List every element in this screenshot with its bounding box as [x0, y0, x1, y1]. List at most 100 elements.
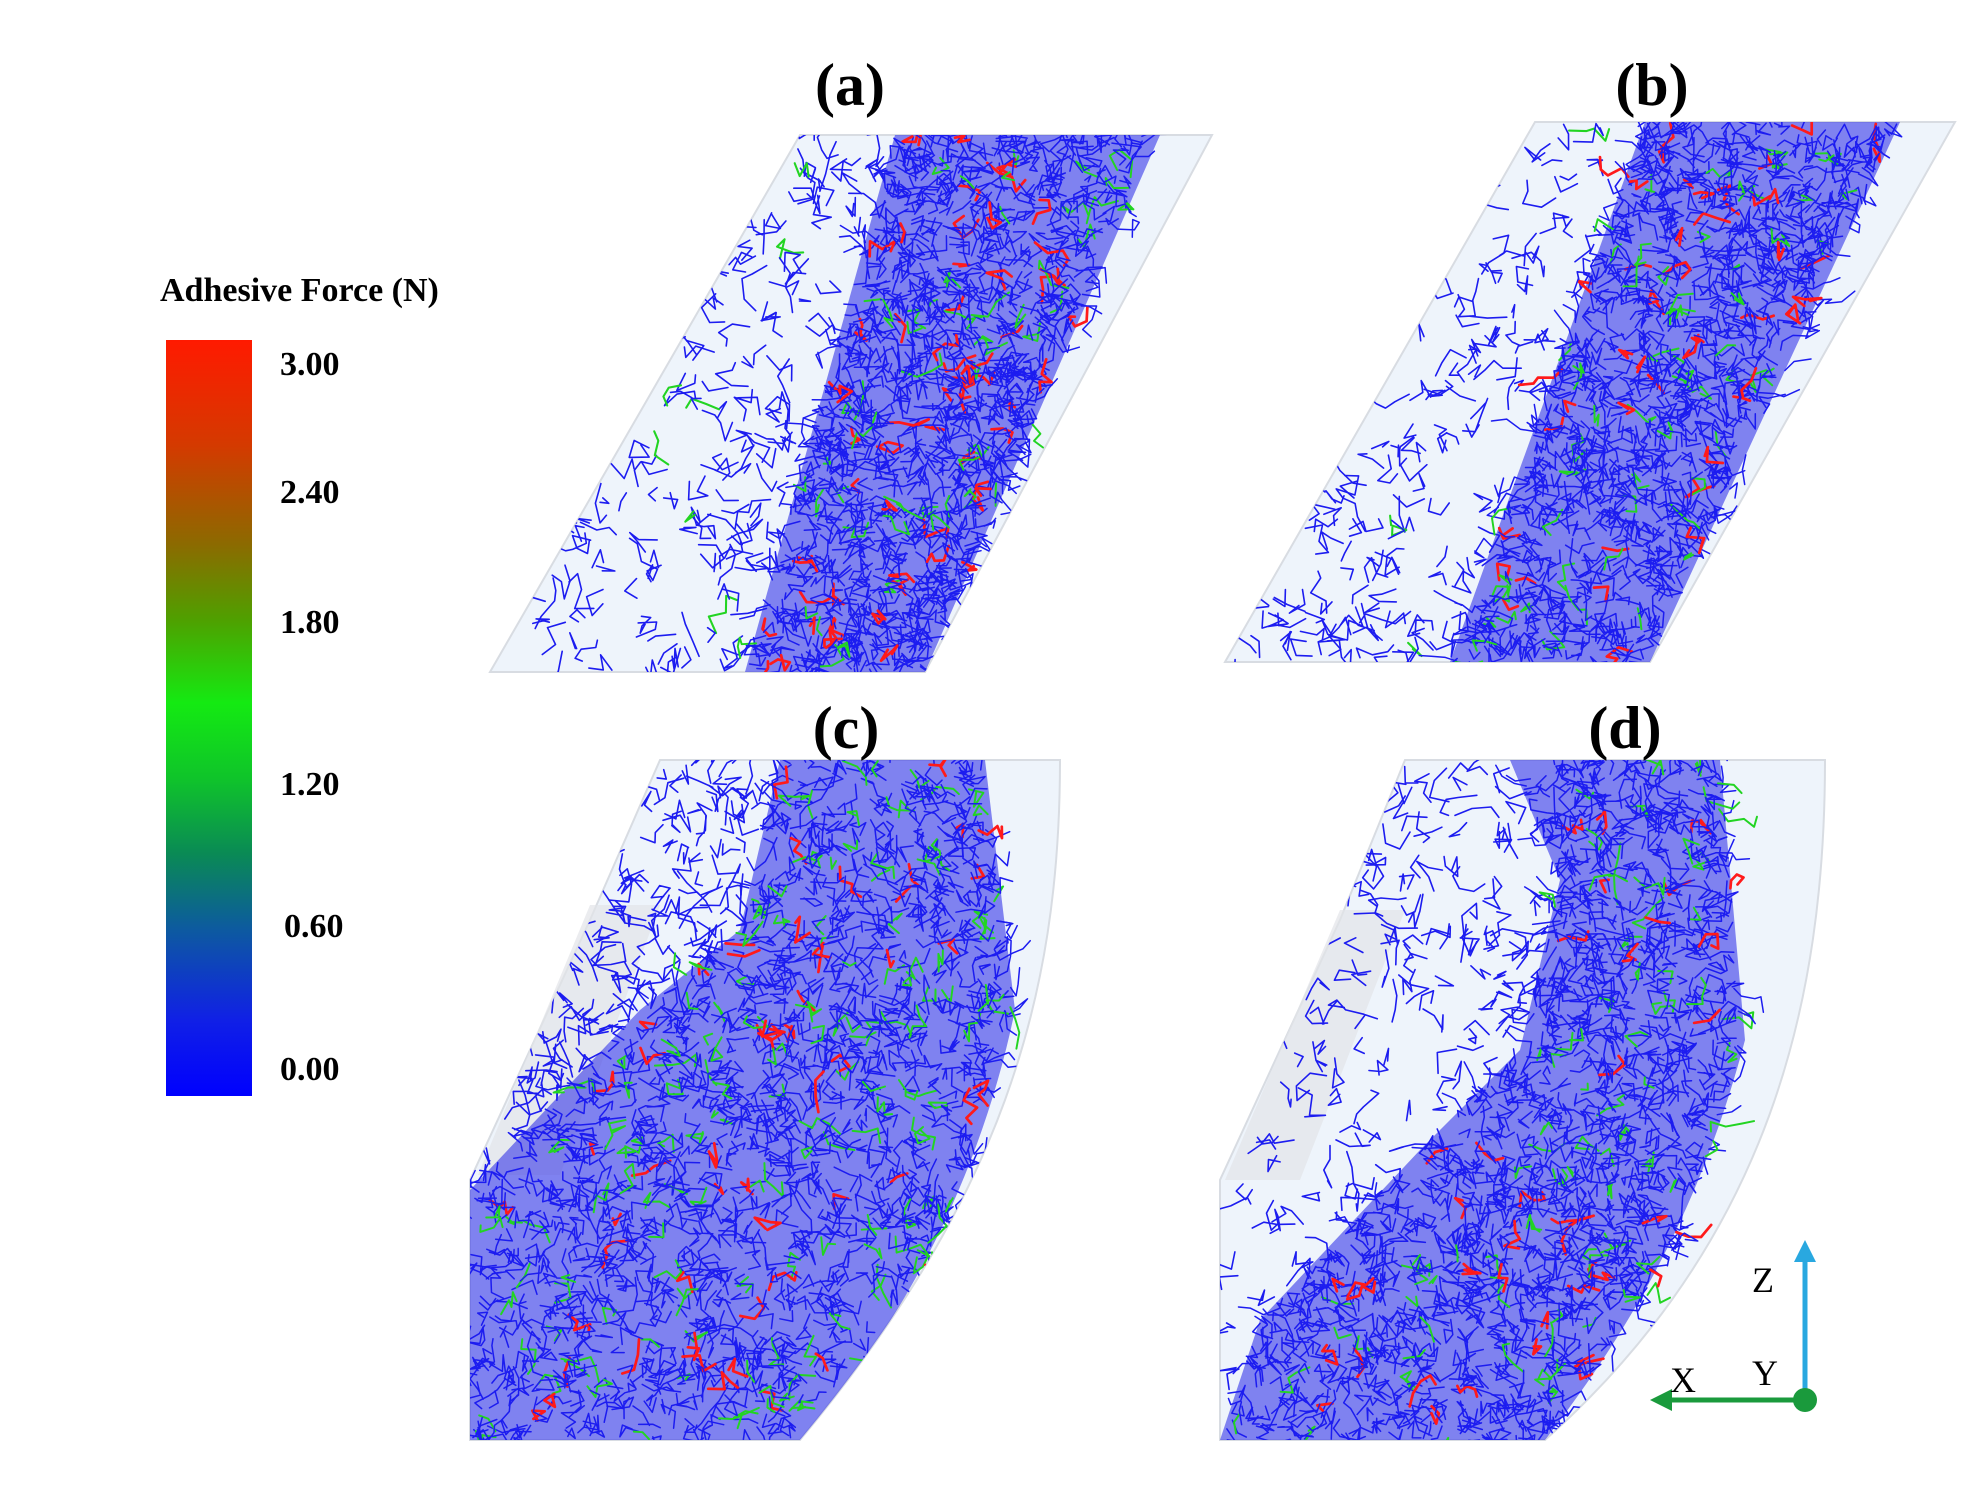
- fiber-segment: [817, 1223, 836, 1244]
- fiber-segment: [838, 1248, 850, 1269]
- fiber-segment: [901, 788, 927, 810]
- fiber-segment: [1553, 369, 1574, 386]
- fiber-segment: [1822, 134, 1834, 151]
- fiber-segment: [1791, 295, 1823, 308]
- fiber-segment: [937, 153, 976, 165]
- fiber-segment: [1489, 1274, 1525, 1294]
- fiber-segment: [710, 1036, 724, 1062]
- fiber-segment: [829, 917, 842, 927]
- fiber-segment: [760, 779, 790, 801]
- fiber-segment: [708, 1094, 726, 1108]
- fiber-segment: [1722, 379, 1743, 402]
- fiber-segment: [1579, 1186, 1587, 1207]
- fiber-segment: [1552, 784, 1567, 794]
- fiber-segment: [563, 1007, 585, 1043]
- fiber-segment: [761, 810, 776, 831]
- fiber-segment: [1038, 267, 1056, 304]
- fiber-segment: [885, 948, 895, 969]
- fiber-segment: [1688, 1097, 1704, 1117]
- fiber-segment: [1454, 806, 1500, 819]
- fiber-segment: [1388, 1143, 1433, 1152]
- fiber-segment: [1053, 299, 1075, 314]
- fiber-segment: [1582, 372, 1602, 383]
- fiber-segment: [565, 1098, 586, 1118]
- fiber-segment: [769, 1269, 779, 1283]
- fiber-segment: [1599, 1147, 1615, 1167]
- fiber-segment: [799, 788, 829, 830]
- fiber-segment: [1265, 1199, 1280, 1231]
- fiber-segment: [1638, 341, 1652, 352]
- fiber-segment: [1580, 1089, 1610, 1110]
- fiber-segment: [753, 1216, 782, 1232]
- fiber-segment: [557, 1116, 610, 1132]
- fiber-segment: [592, 1184, 623, 1202]
- fiber-segment: [486, 1248, 506, 1255]
- fiber-segment: [1518, 531, 1531, 542]
- fiber-segment: [1007, 449, 1027, 462]
- fiber-segment: [1553, 1195, 1568, 1212]
- fiber-segment: [1473, 558, 1487, 566]
- fiber-segment: [1675, 304, 1684, 320]
- fiber-segment: [972, 1077, 992, 1088]
- fiber-segment: [1468, 1173, 1475, 1185]
- fiber-segment: [1257, 1405, 1271, 1421]
- fiber-segment: [1634, 445, 1645, 466]
- fiber-segment: [565, 1146, 581, 1161]
- fiber-segment: [1574, 636, 1589, 650]
- fiber-segment: [888, 572, 916, 584]
- fiber-segment: [514, 1210, 535, 1229]
- fiber-segment: [943, 268, 962, 289]
- fiber-segment: [842, 760, 868, 786]
- fiber-segment: [819, 644, 845, 668]
- fiber-segment: [803, 854, 821, 869]
- fiber-segment: [813, 1319, 838, 1333]
- fiber-segment: [724, 809, 745, 821]
- fiber-segment: [1677, 397, 1716, 411]
- fiber-segment: [1049, 135, 1068, 161]
- fiber-segment: [1541, 450, 1579, 470]
- fiber-segment: [1358, 610, 1412, 625]
- fiber-segment: [802, 435, 820, 451]
- fiber-segment: [807, 478, 826, 502]
- fiber-segment: [1066, 216, 1080, 225]
- fiber-segment: [1725, 221, 1742, 236]
- fiber-segment: [842, 509, 857, 519]
- fiber-segment: [1529, 893, 1546, 905]
- fiber-segment: [1004, 1011, 1018, 1036]
- fiber-segment: [1526, 472, 1549, 491]
- fiber-segment: [864, 1180, 886, 1211]
- fiber-segment: [1539, 1178, 1559, 1203]
- fiber-segment: [1654, 435, 1678, 453]
- fiber-segment: [640, 1338, 660, 1348]
- fiber-segment: [1523, 886, 1561, 902]
- fiber-segment: [1473, 492, 1493, 513]
- fiber-segment: [897, 1079, 919, 1101]
- fiber-segment: [1353, 1036, 1365, 1055]
- fiber-segment: [592, 1182, 610, 1214]
- fiber-segment: [869, 201, 887, 217]
- fiber-segment: [940, 169, 953, 189]
- fiber-segment: [1610, 1015, 1624, 1044]
- fiber-segment: [747, 1013, 768, 1022]
- fiber-segment: [1554, 341, 1572, 349]
- fiber-segment: [742, 1108, 770, 1125]
- fiber-segment: [917, 593, 940, 610]
- fiber-segment: [1716, 255, 1731, 275]
- fiber-segment: [990, 175, 1003, 202]
- fiber-segment: [561, 1248, 569, 1284]
- fiber-segment: [684, 1250, 701, 1273]
- fiber-segment: [801, 824, 819, 842]
- fiber-segment: [721, 843, 741, 856]
- fiber-segment: [605, 1003, 631, 1023]
- fiber-segment: [920, 785, 960, 801]
- fiber-segment: [1703, 1051, 1725, 1077]
- fiber-segment: [792, 1166, 809, 1171]
- fiber-segment: [712, 1081, 733, 1100]
- fiber-segment: [1400, 437, 1421, 455]
- fiber-segment: [612, 1174, 625, 1200]
- fiber-segment: [498, 1319, 523, 1336]
- fiber-segment: [751, 1351, 764, 1389]
- fiber-segment: [1717, 187, 1733, 201]
- fiber-segment: [479, 1216, 504, 1233]
- fiber-segment: [1045, 253, 1069, 267]
